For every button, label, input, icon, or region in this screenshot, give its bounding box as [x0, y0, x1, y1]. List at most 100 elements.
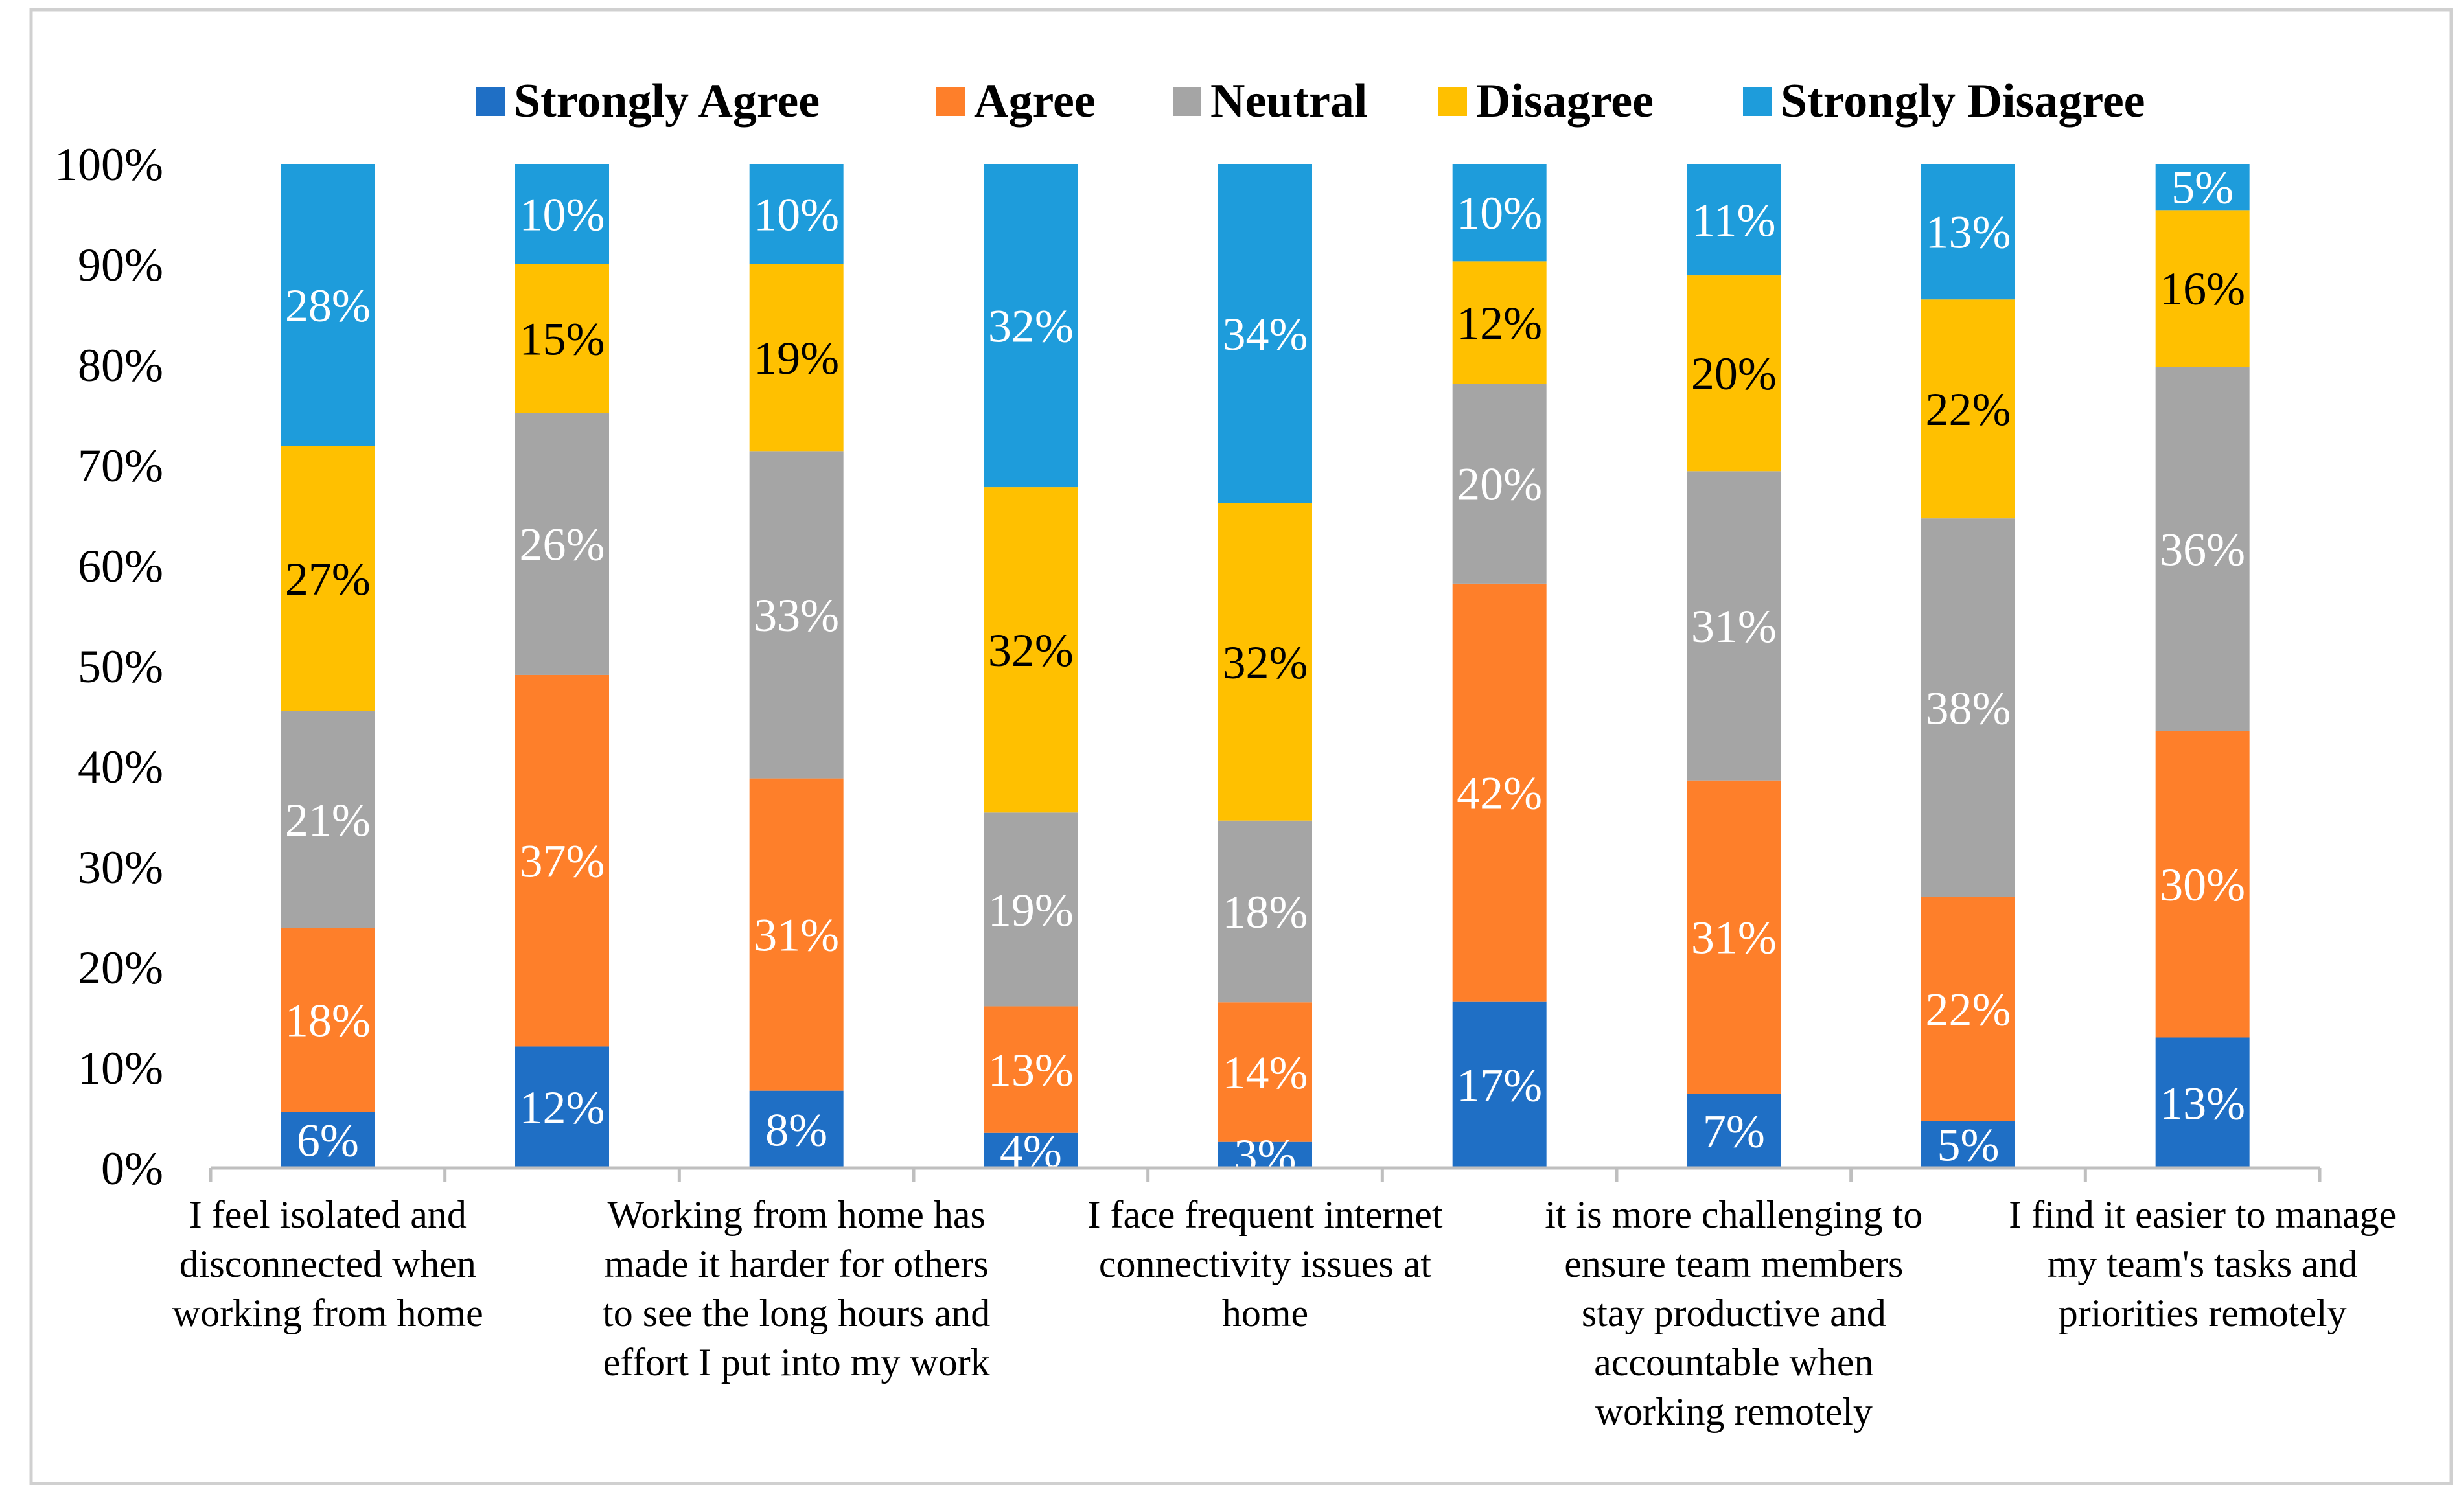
data-label: 32% [988, 301, 1074, 352]
bar-segment [984, 1132, 1078, 1168]
data-label: 15% [520, 314, 605, 365]
bar-segment [281, 711, 375, 928]
bar-segment [2155, 731, 2250, 1038]
data-label: 13% [988, 1044, 1074, 1096]
bar-segment [749, 778, 844, 1091]
data-label: 10% [520, 189, 605, 241]
y-tick-label: 40% [78, 741, 163, 793]
data-label: 8% [765, 1104, 827, 1156]
data-label: 32% [1223, 637, 1308, 689]
bar-segment [749, 164, 844, 264]
legend: Strongly Agree Agree Neutral Disagree Strong… [476, 74, 2145, 128]
legend-item-5: Strongly Disagree [1743, 74, 2145, 128]
bar-segment [515, 164, 609, 264]
bar-segment [1452, 1001, 1547, 1168]
data-label: 28% [285, 280, 371, 332]
bar-segment [1218, 1002, 1312, 1142]
bar-segment [1218, 1141, 1312, 1168]
x-category-label: Working from home has made it harder for … [603, 1193, 990, 1384]
bar-segment [1921, 518, 2015, 897]
y-tick-label: 100% [54, 139, 163, 190]
data-label: 31% [754, 910, 839, 961]
data-label: 14% [1223, 1047, 1308, 1099]
bar-segment [749, 1090, 844, 1168]
data-label: 13% [1926, 207, 2011, 258]
bar-segment [1921, 299, 2015, 519]
legend-item-2: Agree [936, 74, 1096, 128]
y-tick-label: 0% [101, 1143, 163, 1195]
bar-segment [281, 164, 375, 446]
data-label: 33% [754, 590, 839, 641]
bar-segment [1218, 503, 1312, 821]
data-label: 13% [2160, 1077, 2245, 1129]
data-label: 30% [2160, 859, 2245, 911]
data-label: 27% [285, 553, 371, 605]
data-label: 32% [988, 624, 1074, 676]
x-category-label: it is more challenging to ensure team mem… [1545, 1193, 1922, 1433]
data-label: 5% [1937, 1119, 2000, 1171]
data-label: 34% [1223, 308, 1308, 360]
x-category-label: I face frequent internet connectivity iss… [1088, 1193, 1443, 1334]
data-label: 22% [1926, 384, 2011, 435]
data-label: 12% [520, 1082, 605, 1134]
bar-segment [749, 264, 844, 452]
y-axis-ticks: 0% 10% 20% 30% 40% 50% 60% 70% 80% 90% 100% [54, 139, 163, 1195]
data-label: 10% [1457, 187, 1542, 239]
data-label: 21% [285, 794, 371, 846]
y-tick-label: 60% [78, 540, 163, 592]
data-label: 7% [1703, 1106, 1765, 1158]
data-label: 31% [1691, 912, 1777, 964]
bar-segment [2155, 367, 2250, 731]
bar-segment [984, 487, 1078, 813]
bar-segment [281, 928, 375, 1112]
data-label: 19% [988, 884, 1074, 936]
legend-item-1: Strongly Agree [476, 74, 820, 128]
data-label: 20% [1457, 459, 1542, 510]
x-category-label: I find it easier to manage my team's task… [2009, 1193, 2396, 1334]
bars [281, 164, 2250, 1168]
legend-swatch [476, 87, 505, 116]
bar-segment [1218, 820, 1312, 1003]
data-label: 31% [1691, 601, 1777, 652]
data-label: 12% [1457, 297, 1542, 349]
data-label: 18% [1223, 886, 1308, 938]
bar-segment [1921, 897, 2015, 1121]
bar-segment [515, 413, 609, 675]
data-label: 26% [520, 519, 605, 571]
legend-label: Strongly Agree [514, 74, 820, 128]
data-label: 22% [1926, 983, 2011, 1035]
y-tick-label: 30% [78, 842, 163, 893]
data-labels: 6% 18% 21% 27% 28% 12% 37% 26% 15% 10% 8% 31% 33% 19%… [285, 162, 2245, 1182]
x-axis-category-labels: I feel isolated and disconnected when work… [172, 1193, 2396, 1433]
bar-segment [984, 812, 1078, 1007]
bar-segment [984, 1006, 1078, 1133]
legend-label: Agree [974, 74, 1096, 128]
bar-segment [281, 446, 375, 711]
data-label: 10% [754, 189, 839, 241]
bar-segment [515, 674, 609, 1047]
bar-segment [1921, 1121, 2015, 1168]
y-tick-label: 10% [78, 1042, 163, 1094]
data-label: 38% [1926, 682, 2011, 734]
bar-segment [515, 264, 609, 413]
legend-swatch [1438, 87, 1467, 116]
legend-item-3: Neutral [1173, 74, 1368, 128]
bar-segment [1218, 164, 1312, 503]
bar-segment [2155, 1037, 2250, 1168]
legend-swatch [936, 87, 965, 116]
data-label: 16% [2160, 263, 2245, 315]
bar-segment [1687, 1094, 1781, 1168]
legend-swatch [1743, 87, 1772, 116]
data-label: 18% [285, 994, 371, 1046]
bar-segment [1452, 261, 1547, 384]
bar-segment [2155, 210, 2250, 367]
bar-segment [515, 1046, 609, 1168]
legend-label: Strongly Disagree [1781, 74, 2145, 128]
bar-segment [2155, 164, 2250, 211]
bar-segment [1687, 780, 1781, 1094]
data-label: 17% [1457, 1059, 1542, 1111]
data-label: 19% [754, 332, 839, 384]
data-label: 42% [1457, 767, 1542, 819]
